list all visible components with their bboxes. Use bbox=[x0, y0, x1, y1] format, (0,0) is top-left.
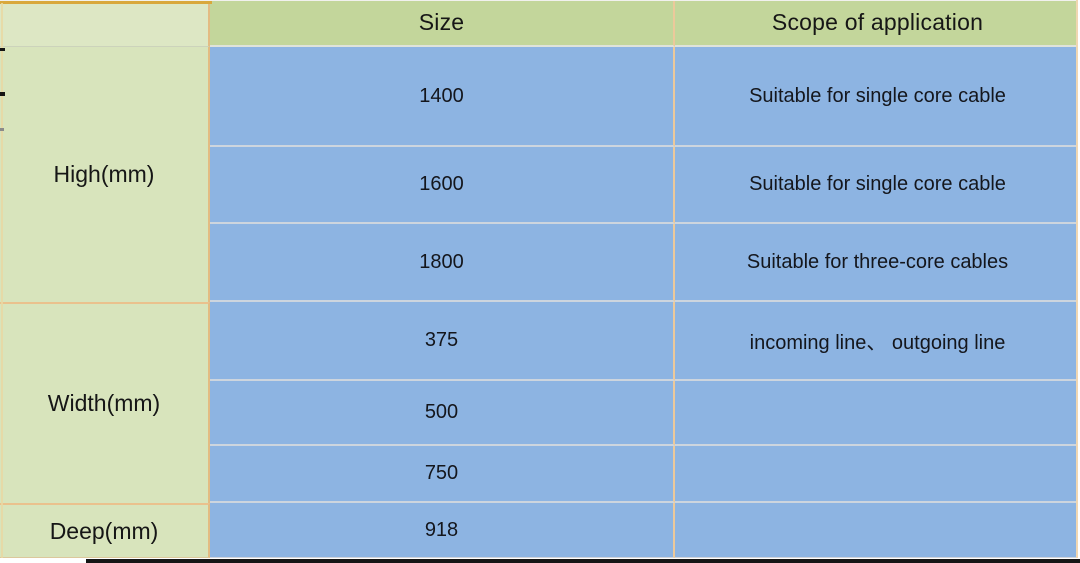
size-cell: 1600 bbox=[210, 147, 675, 224]
left-edge-tick bbox=[0, 92, 5, 96]
left-edge-tick bbox=[0, 48, 5, 51]
column-header-scope: Scope of application bbox=[675, 0, 1080, 47]
size-cell: 500 bbox=[210, 381, 675, 446]
row-label-width: Width(mm) bbox=[0, 302, 210, 503]
scope-cell bbox=[675, 381, 1080, 446]
right-edge-margin bbox=[1078, 0, 1080, 563]
right-table-border bbox=[1076, 0, 1078, 558]
scope-cell: Suitable for three-core cables bbox=[675, 224, 1080, 302]
size-cell: 750 bbox=[210, 446, 675, 503]
size-cell: 1400 bbox=[210, 47, 675, 147]
table-corner-cell bbox=[0, 0, 210, 47]
size-cell: 375 bbox=[210, 302, 675, 381]
row-label-deep: Deep(mm) bbox=[0, 503, 210, 558]
bottom-window-edge bbox=[86, 559, 1080, 563]
top-gold-border bbox=[0, 1, 212, 4]
size-cell: 918 bbox=[210, 503, 675, 558]
scope-cell bbox=[675, 503, 1080, 558]
size-cell: 1800 bbox=[210, 224, 675, 302]
scope-cell: incoming line、 outgoing line bbox=[675, 302, 1080, 381]
left-table-border bbox=[1, 3, 3, 558]
top-hairline bbox=[0, 0, 1080, 1]
scope-cell: Suitable for single core cable bbox=[675, 147, 1080, 224]
row-label-high: High(mm) bbox=[0, 47, 210, 302]
left-edge-tick bbox=[0, 128, 4, 131]
scope-cell bbox=[675, 446, 1080, 503]
column-header-size: Size bbox=[210, 0, 675, 47]
scope-cell: Suitable for single core cable bbox=[675, 47, 1080, 147]
